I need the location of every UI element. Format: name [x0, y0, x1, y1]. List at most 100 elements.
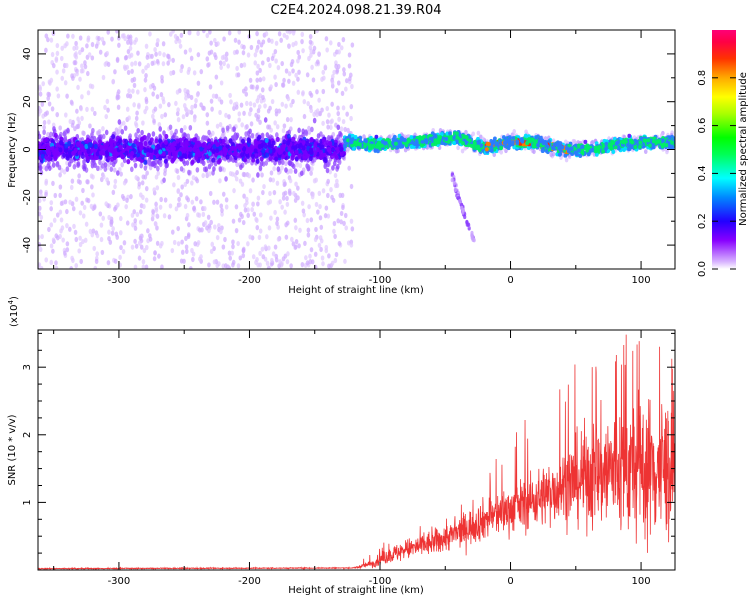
spectrogram-cell	[307, 125, 311, 131]
spectrogram-cell	[151, 91, 155, 97]
spectrogram-cell	[153, 250, 157, 256]
spectrogram-cell	[134, 174, 139, 181]
spectrogram-cell	[141, 68, 145, 74]
spectrogram-cell	[227, 149, 232, 156]
spectrogram-cell	[281, 195, 286, 201]
spectrogram-cell	[42, 137, 47, 144]
spectrogram-cell	[304, 255, 308, 261]
spectrogram-cell	[323, 64, 328, 70]
spectrogram-cell	[260, 60, 265, 66]
spectrogram-cell	[49, 77, 54, 83]
spectrogram-cell	[255, 77, 260, 83]
spectrogram-cell	[87, 52, 92, 58]
spectrogram-cell	[300, 200, 305, 206]
spectrogram-cell	[146, 151, 151, 158]
spectrogram-cell	[76, 116, 80, 122]
spectrogram-cell	[118, 144, 123, 150]
spectrogram-cell	[343, 258, 347, 264]
spectrogram-cell	[241, 50, 246, 56]
spectrogram-cell	[252, 211, 257, 217]
spectrogram-cell	[323, 163, 328, 170]
spectrogram-cell	[174, 100, 178, 107]
spectrogram-cell	[262, 183, 266, 190]
spectrogram-cell	[144, 186, 149, 192]
spectrogram-cell	[111, 149, 116, 155]
spectrogram-cell	[65, 41, 69, 47]
spectrogram-cell	[321, 261, 325, 267]
spectrogram-cell	[339, 151, 344, 157]
spectrogram-cell	[73, 60, 78, 66]
spectrogram-cell	[61, 237, 65, 243]
spectrogram-cell	[55, 86, 59, 92]
spectrogram-cell	[328, 141, 333, 147]
spectrogram-cell	[230, 141, 235, 147]
spectrogram-cell	[91, 174, 95, 180]
spectrogram-cell	[297, 243, 301, 249]
spectrogram-cell	[55, 69, 59, 75]
spectrogram-cell	[192, 137, 197, 143]
spectrogram-cell	[287, 145, 292, 152]
spectrogram-cell	[282, 123, 287, 129]
spectrogram-cell	[274, 156, 279, 162]
spectrogram-cell	[217, 261, 221, 267]
spectrogram-cell	[230, 171, 235, 177]
spectrogram-cell	[50, 145, 55, 152]
spectrogram-cell	[115, 57, 120, 64]
spectrogram-cell	[318, 203, 322, 210]
spectrogram-cell	[126, 159, 131, 165]
spectrogram-cell	[111, 189, 116, 195]
spectrogram-cell	[44, 33, 49, 39]
spectrogram-cell	[181, 153, 186, 159]
spectrogram-cell	[210, 241, 215, 247]
spectrogram-cell	[131, 88, 135, 94]
spectrogram-cell	[337, 116, 341, 122]
spectrogram-cell	[167, 154, 172, 160]
spectrogram-cell	[220, 55, 225, 61]
spectrogram-cell	[256, 172, 260, 178]
spectrogram-cell	[57, 164, 62, 171]
spectrogram-cell	[55, 235, 60, 241]
spectrogram-cell	[269, 170, 274, 176]
spectrogram-cell	[209, 49, 214, 55]
spectrogram-cell	[347, 63, 352, 69]
spectrogram-cell	[114, 231, 119, 237]
spectrogram-cell	[217, 223, 221, 229]
spectrogram-cell	[339, 210, 344, 217]
spectrogram-cell	[182, 160, 187, 167]
spectrogram-cell	[205, 225, 209, 231]
spectrogram-cell	[289, 61, 294, 68]
spectrogram-cell	[118, 254, 122, 260]
spectrogram-cell	[67, 141, 72, 147]
spectrogram-cell	[249, 121, 254, 127]
spectrogram-cell	[81, 238, 85, 245]
spectrogram-cell	[275, 220, 279, 226]
spectrogram-cell	[184, 106, 188, 112]
spectrogram-cell	[163, 197, 168, 203]
spectrogram-cell	[285, 116, 290, 123]
spectrogram-cell	[341, 105, 346, 111]
spectrogram-cell	[153, 149, 158, 155]
spectrogram-cell	[564, 157, 569, 163]
spectrogram-cell	[120, 193, 125, 200]
spectrogram-cell	[123, 65, 128, 72]
spectrogram-cell	[146, 132, 151, 139]
spectrogram-cell	[51, 63, 56, 69]
spectrogram-cell	[149, 154, 154, 160]
spectrogram-cell	[38, 241, 42, 248]
spectrogram-cell	[292, 30, 296, 34]
spectrogram-cell	[320, 255, 325, 261]
spectrogram-cell	[193, 241, 198, 247]
spectrogram-cell	[152, 256, 157, 262]
spectrogram-cell	[208, 190, 213, 197]
spectrogram-cell	[92, 204, 97, 210]
spectrogram-cell	[274, 257, 279, 263]
spectrogram-cell	[293, 217, 298, 223]
spectrogram-cell	[209, 40, 213, 46]
spectrogram-cell	[113, 183, 117, 190]
spectrogram-cell	[319, 149, 324, 155]
spectrogram-cell	[324, 36, 329, 42]
spectrogram-cell	[348, 72, 353, 78]
spectrogram-cell	[273, 120, 277, 126]
spectrogram-cell	[85, 70, 90, 77]
